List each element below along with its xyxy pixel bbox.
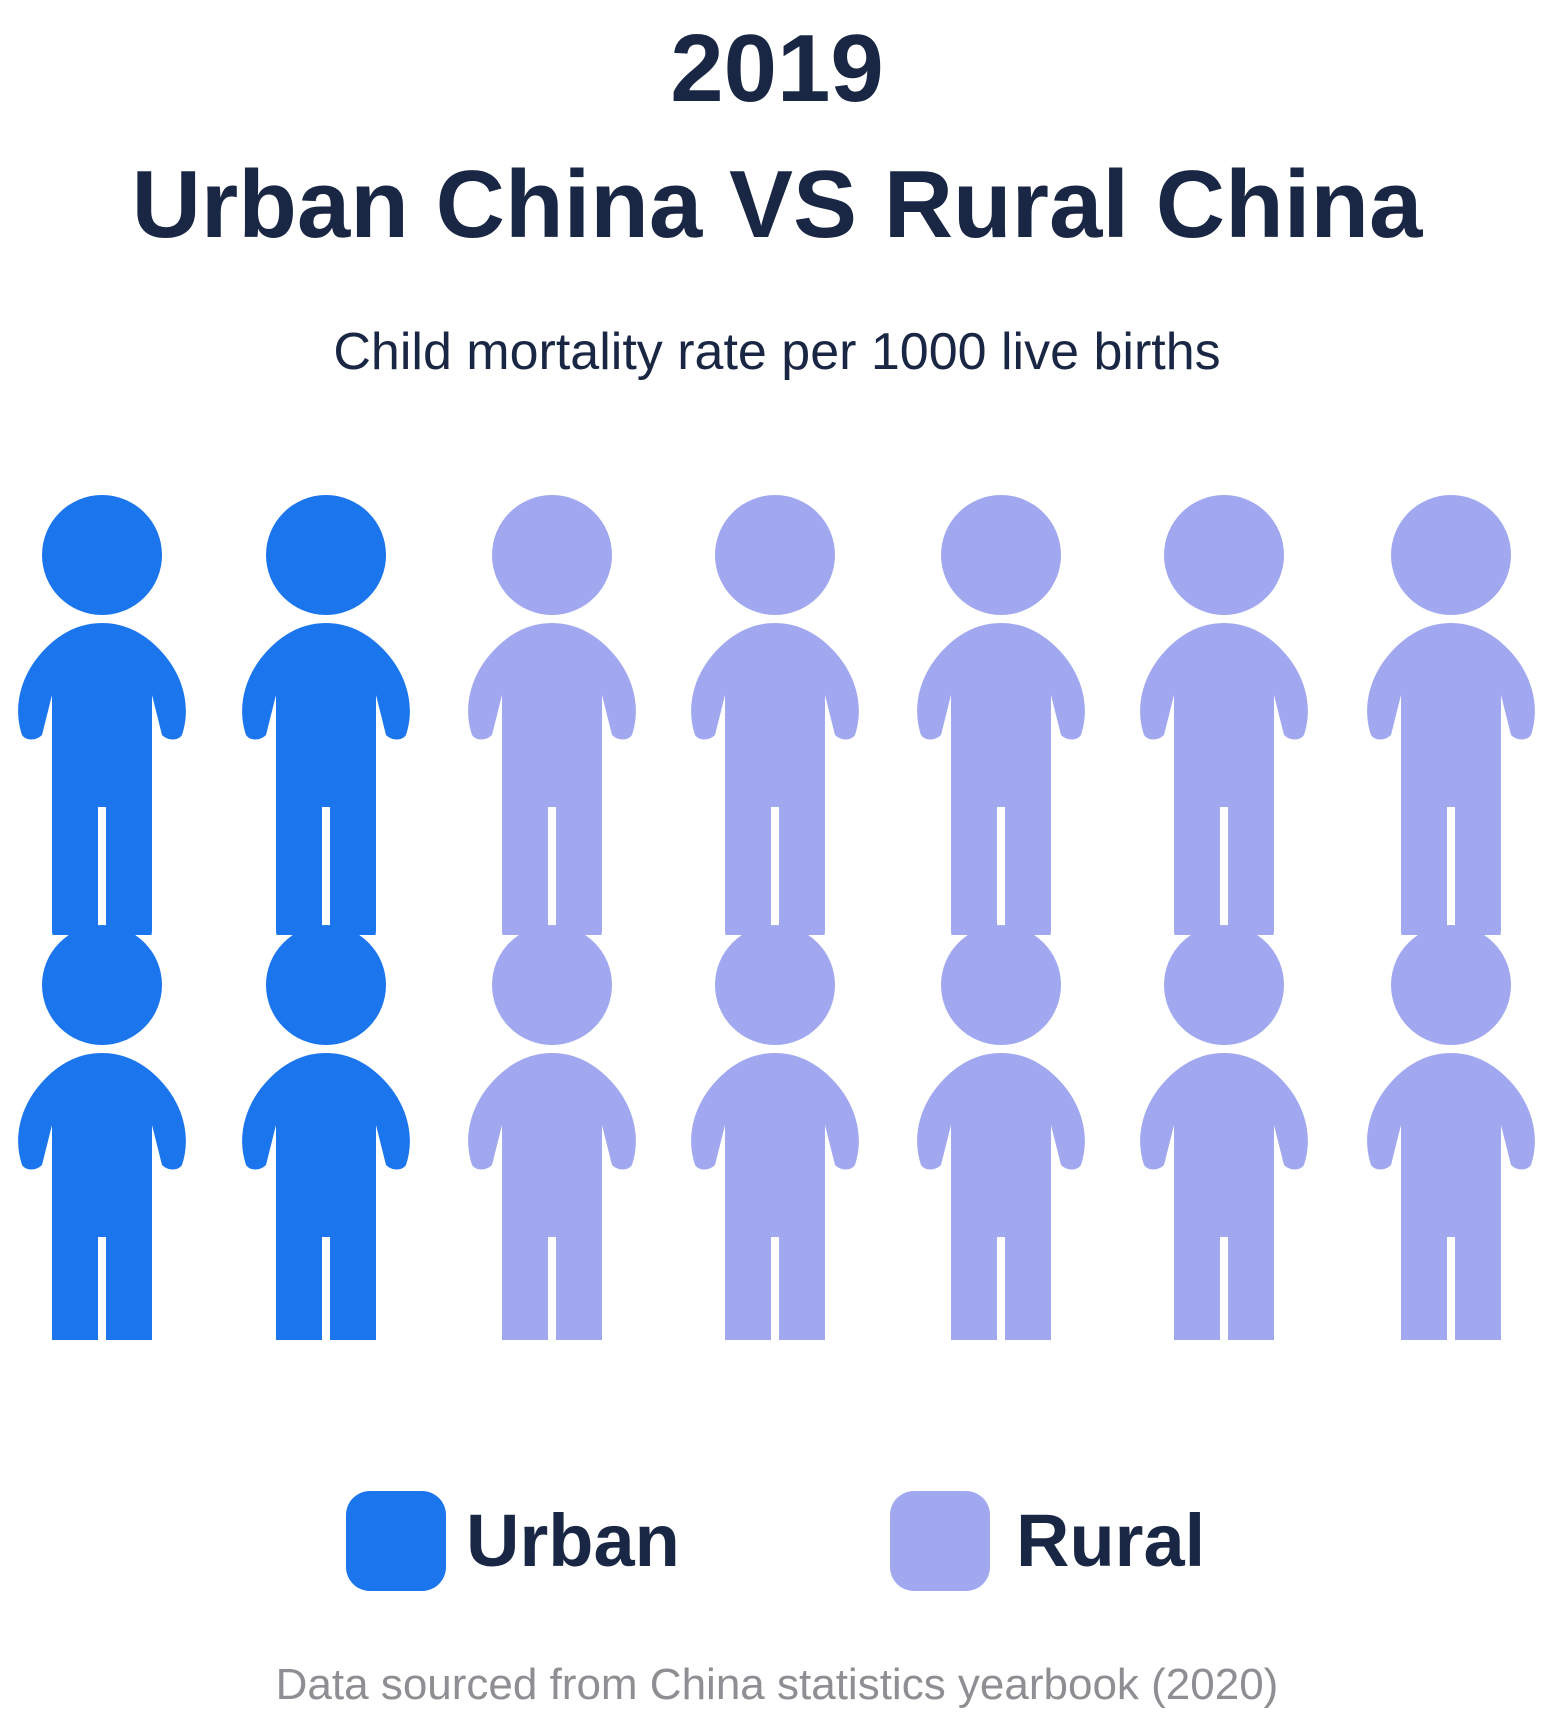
child-figure-icon-rural [1367,925,1535,1340]
child-figure-icon-rural [917,925,1085,1340]
legend-swatch-rural [890,1491,990,1591]
child-figure-icon-rural [468,925,636,1340]
child-figure-icon-urban [242,495,410,935]
source-note: Data sourced from China statistics yearb… [275,1660,1279,1709]
child-figure-icon-rural [1140,925,1308,1340]
child-figure-icon-rural [917,495,1085,935]
child-figure-icon-rural [691,495,859,935]
child-figure-icon-urban [18,495,186,935]
legend-label-urban: Urban [466,1499,680,1582]
chart-subtitle: Child mortality rate per 1000 live birth… [333,323,1221,381]
child-figure-icon-rural [1140,495,1308,935]
child-figure-icon-rural [1367,495,1535,935]
pictogram-icons [18,495,1535,1340]
child-figure-icon-rural [468,495,636,935]
legend-label-rural: Rural [1016,1499,1206,1582]
chart-title: Urban China VS Rural China [131,151,1423,258]
pictogram-chart [18,495,1535,1340]
child-figure-icon-rural [691,925,859,1340]
child-figure-icon-urban [242,925,410,1340]
chart-title-year: 2019 [670,15,884,122]
legend-swatch-urban [346,1491,446,1591]
child-figure-icon-urban [18,925,186,1340]
